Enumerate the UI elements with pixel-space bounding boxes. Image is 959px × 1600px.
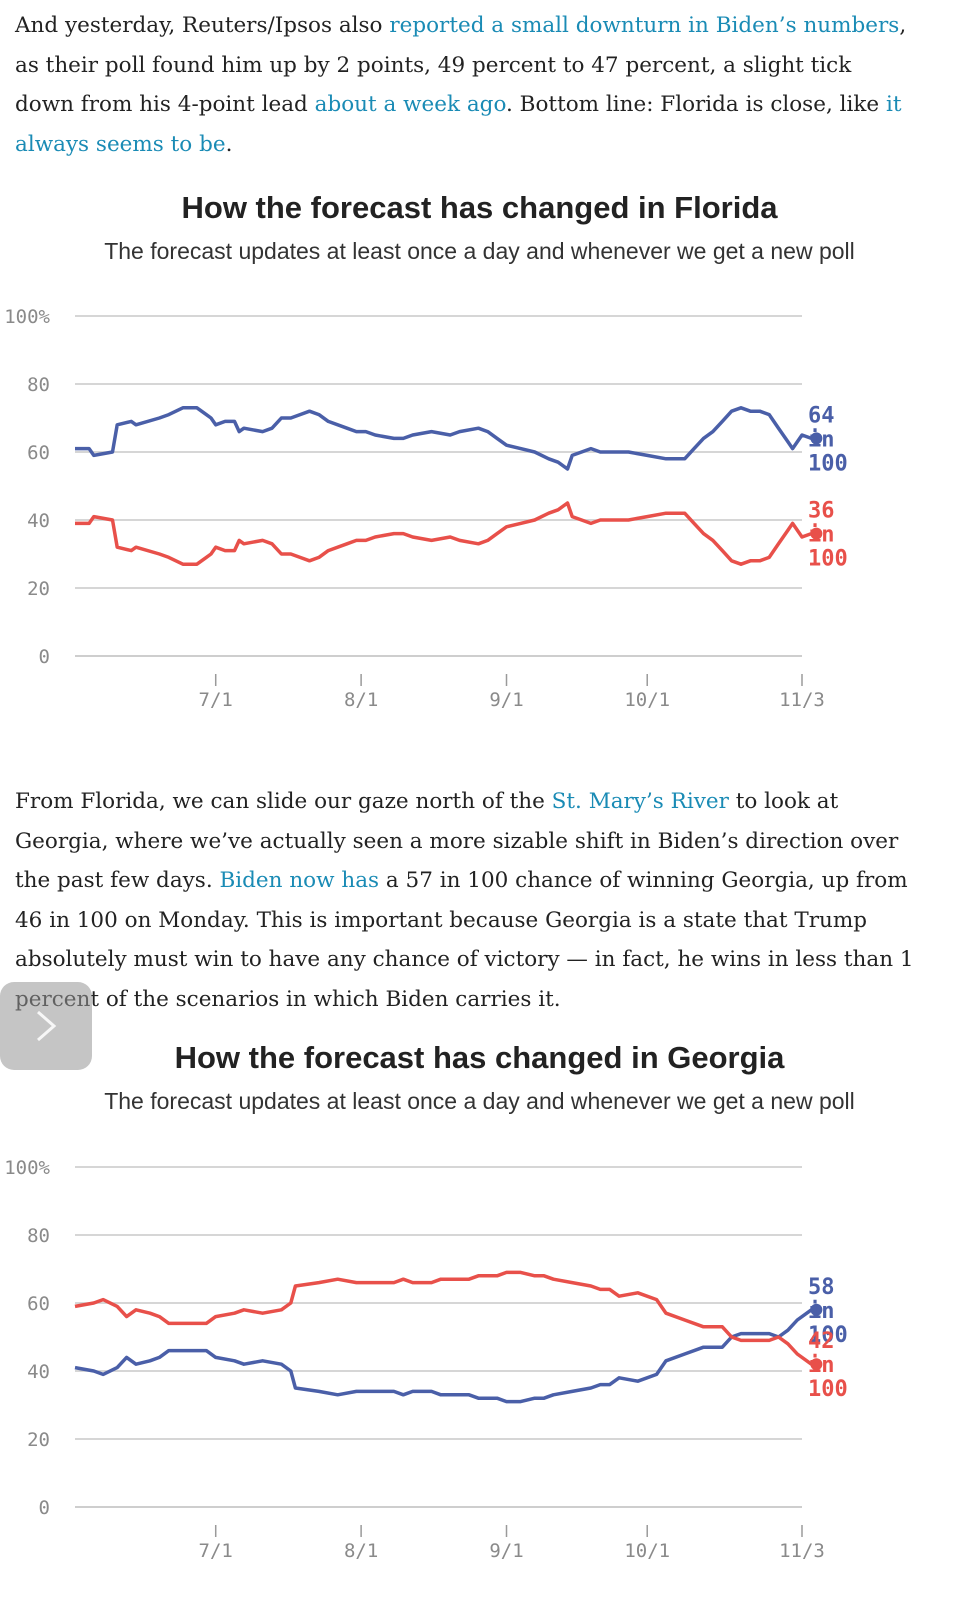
y-tick-label: 0	[39, 646, 50, 668]
y-tick-label: 80	[27, 1225, 50, 1247]
x-tick-label: 7/1	[199, 689, 233, 711]
link-st-marys-river[interactable]: St. Mary’s River	[551, 789, 729, 814]
y-tick-label: 80	[27, 374, 50, 396]
y-tick-label: 60	[27, 1293, 50, 1315]
series-endpoint-biden	[810, 1303, 823, 1316]
series-line-biden	[75, 406, 812, 471]
end-label-biden: in	[808, 1299, 835, 1324]
y-tick-label: 40	[27, 510, 50, 532]
next-page-button[interactable]	[0, 982, 92, 1070]
paragraph-text: , as their poll found him up by 2 points…	[15, 13, 907, 117]
end-label-trump: 100	[808, 547, 848, 572]
end-label-biden: in	[808, 427, 835, 452]
x-tick-label: 9/1	[489, 689, 523, 711]
x-tick-label: 10/1	[624, 689, 670, 711]
series-line-trump	[74, 1270, 813, 1366]
end-label-biden: 100	[808, 451, 848, 476]
end-label-biden: 58	[808, 1275, 835, 1300]
link-week-ago[interactable]: about a week ago	[314, 92, 507, 117]
end-label-trump: in	[808, 523, 835, 548]
paragraph-text: to look at Georgia, where we’ve actually…	[15, 789, 899, 893]
paragraph-text: . Bottom line: Florida is close, like	[506, 92, 886, 117]
chart-title-florida: How the forecast has changed in Florida	[181, 190, 778, 225]
end-label-trump: 100	[808, 1377, 848, 1402]
x-tick-label: 11/3	[779, 1540, 825, 1562]
x-tick-label: 8/1	[344, 689, 378, 711]
series-line-trump	[75, 501, 812, 566]
end-label-biden: 64	[808, 403, 835, 428]
series-endpoint-trump	[810, 1358, 823, 1371]
series-endpoint-biden	[810, 432, 823, 445]
end-label-trump: 36	[808, 499, 835, 524]
end-label-trump: 42	[808, 1329, 835, 1354]
y-tick-label: 0	[39, 1497, 50, 1519]
y-tick-label: 100%	[4, 306, 50, 328]
link-reuters-downturn[interactable]: reported a small downturn in Biden’s num…	[389, 13, 900, 38]
paragraph-georgia-shift: From Florida, we can slide our gaze nort…	[15, 782, 915, 1019]
y-tick-label: 100%	[4, 1157, 50, 1179]
chart-subtitle-florida: The forecast updates at least once a day…	[104, 238, 855, 264]
chart-title-georgia: How the forecast has changed in Georgia	[174, 1040, 785, 1075]
paragraph-text: .	[225, 131, 233, 157]
y-tick-label: 20	[27, 578, 50, 600]
series-line-biden	[74, 1308, 813, 1404]
y-tick-label: 20	[27, 1429, 50, 1451]
x-tick-label: 11/3	[779, 689, 825, 711]
paragraph-text: From Florida, we can slide our gaze nort…	[15, 789, 552, 814]
y-tick-label: 60	[27, 442, 50, 464]
chart-subtitle-georgia: The forecast updates at least once a day…	[104, 1088, 855, 1114]
paragraph-florida-polls: And yesterday, Reuters/Ipsos also report…	[15, 6, 915, 164]
link-biden-now-has[interactable]: Biden now has	[219, 868, 380, 893]
x-tick-label: 10/1	[624, 1540, 670, 1562]
x-tick-label: 7/1	[199, 1540, 233, 1562]
paragraph-text: a 57 in 100 chance of winning Georgia, u…	[15, 868, 914, 1012]
series-endpoint-trump	[810, 527, 823, 540]
chevron-right-icon	[37, 1010, 57, 1042]
paragraph-text: And yesterday, Reuters/Ipsos also	[15, 13, 390, 38]
end-label-biden: 100	[808, 1323, 848, 1348]
y-tick-label: 40	[27, 1361, 50, 1383]
end-label-trump: in	[808, 1353, 835, 1378]
x-tick-label: 9/1	[489, 1540, 523, 1562]
link-always-close[interactable]: it always seems to be	[15, 92, 902, 157]
x-tick-label: 8/1	[344, 1540, 378, 1562]
